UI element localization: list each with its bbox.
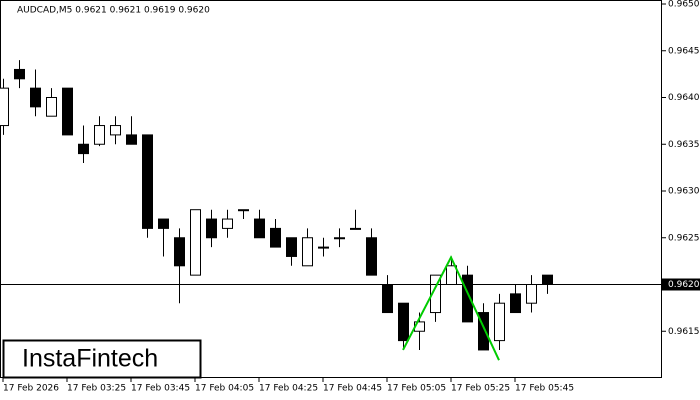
candle-body (110, 125, 121, 136)
x-tick-label: 17 Feb 03:45 (131, 384, 190, 394)
current-price-box (662, 278, 700, 291)
candle-body (238, 209, 249, 212)
candle-body (334, 237, 345, 240)
chart-title: AUDCAD,M5 0.9621 0.9621 0.9619 0.9620 (17, 6, 210, 16)
candle-body (126, 134, 137, 145)
y-tick-label: 0.9645 (668, 46, 700, 56)
candle-body (494, 302, 505, 342)
candle-body (206, 218, 217, 239)
candle-body (270, 227, 281, 248)
x-tick-label: 17 Feb 05:05 (387, 384, 446, 394)
candle-body (142, 134, 153, 229)
candle-body (222, 218, 233, 229)
candle-body (30, 87, 41, 108)
candle-body (174, 237, 185, 267)
candle-body (254, 218, 265, 239)
candle-body (318, 246, 329, 249)
y-tick-label: 0.9625 (668, 233, 700, 243)
candle-body (430, 274, 441, 314)
candle-body (62, 87, 73, 136)
x-tick-label: 17 Feb 04:25 (259, 384, 318, 394)
candle-body (94, 125, 105, 145)
x-tick-label: 17 Feb 05:45 (515, 384, 574, 394)
y-tick-label: 0.9635 (668, 140, 700, 150)
y-tick-label: 0.9615 (668, 327, 700, 337)
y-tick-label: 0.9650 (668, 0, 700, 10)
pattern-line (402, 255, 500, 361)
candle-body (478, 312, 489, 351)
candle-body (382, 284, 393, 314)
x-tick-label: 17 Feb 04:05 (195, 384, 254, 394)
candle-body (462, 274, 473, 323)
candle-body (0, 87, 9, 127)
candle-body (78, 143, 89, 155)
candle-body (158, 218, 169, 229)
current-price-label: 0.9620 (668, 280, 700, 290)
candle-body (398, 302, 409, 342)
candle-body (302, 237, 313, 267)
y-tick-label: 0.9640 (668, 93, 700, 103)
candle-body (542, 274, 553, 285)
candle-body (286, 237, 297, 257)
candle-body (366, 237, 377, 276)
logo-box (2, 339, 202, 379)
x-tick-label: 17 Feb 04:45 (323, 384, 382, 394)
x-tick-label: 17 Feb 2026 (3, 384, 59, 394)
candle-body (14, 68, 25, 80)
candle-body (526, 284, 537, 304)
logo: InstaFintech (22, 345, 158, 373)
plot-frame (0, 0, 662, 378)
candle-body (190, 209, 201, 276)
candle-body (446, 265, 457, 285)
y-tick-label: 0.9630 (668, 187, 700, 197)
x-tick-label: 17 Feb 05:25 (451, 384, 510, 394)
candle-body (46, 97, 57, 117)
x-tick-label: 17 Feb 03:25 (67, 384, 126, 394)
candle-body (510, 293, 521, 314)
candle-body (350, 227, 361, 230)
